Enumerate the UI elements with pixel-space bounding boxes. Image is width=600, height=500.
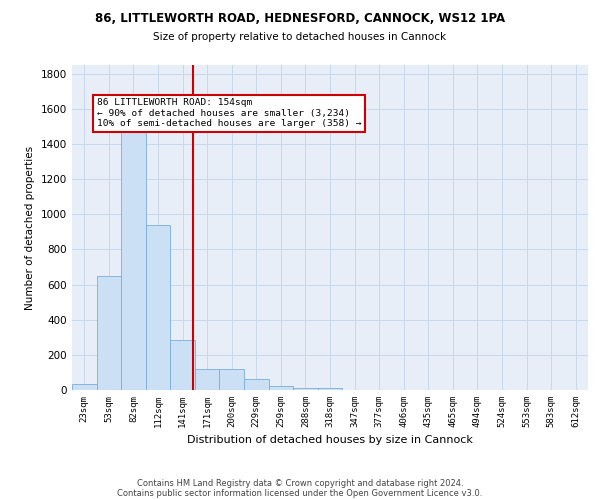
Text: 86 LITTLEWORTH ROAD: 154sqm
← 90% of detached houses are smaller (3,234)
10% of : 86 LITTLEWORTH ROAD: 154sqm ← 90% of det… bbox=[97, 98, 361, 128]
Y-axis label: Number of detached properties: Number of detached properties bbox=[25, 146, 35, 310]
Text: Size of property relative to detached houses in Cannock: Size of property relative to detached ho… bbox=[154, 32, 446, 42]
Bar bbox=[72, 384, 97, 390]
Bar bbox=[97, 276, 121, 390]
Bar bbox=[146, 225, 170, 390]
Bar bbox=[170, 340, 195, 390]
Bar bbox=[244, 380, 269, 390]
Bar bbox=[318, 388, 342, 390]
Bar bbox=[220, 369, 244, 390]
X-axis label: Distribution of detached houses by size in Cannock: Distribution of detached houses by size … bbox=[187, 436, 473, 446]
Bar bbox=[195, 369, 220, 390]
Text: 86, LITTLEWORTH ROAD, HEDNESFORD, CANNOCK, WS12 1PA: 86, LITTLEWORTH ROAD, HEDNESFORD, CANNOC… bbox=[95, 12, 505, 26]
Text: Contains public sector information licensed under the Open Government Licence v3: Contains public sector information licen… bbox=[118, 488, 482, 498]
Bar bbox=[121, 132, 146, 390]
Bar bbox=[293, 388, 318, 390]
Text: Contains HM Land Registry data © Crown copyright and database right 2024.: Contains HM Land Registry data © Crown c… bbox=[137, 478, 463, 488]
Bar bbox=[269, 386, 293, 390]
